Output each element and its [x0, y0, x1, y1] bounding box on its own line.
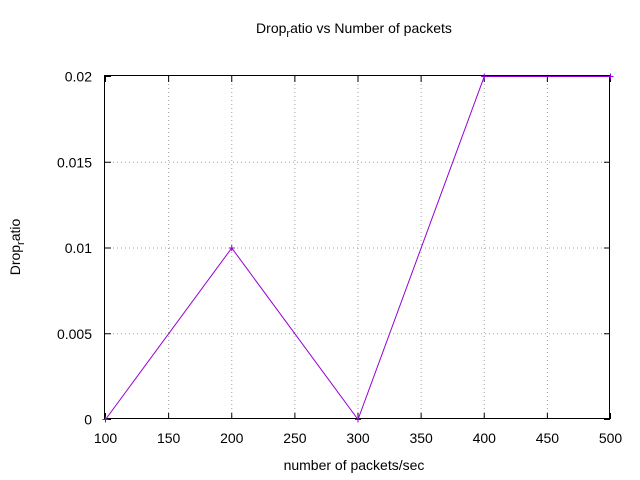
x-tick-label: 400	[473, 430, 497, 446]
x-tick-label: 350	[409, 430, 433, 446]
data-point-marker	[228, 245, 235, 251]
y-tick-label: 0.02	[65, 69, 92, 85]
y-axis-label: Dropratio	[7, 218, 27, 275]
y-tick-labels: 0 0.005 0.01 0.015 0.02	[57, 69, 92, 428]
data-point-marker	[481, 73, 488, 80]
y-tick-label: 0.005	[57, 326, 92, 342]
x-tick-label: 150	[157, 430, 181, 446]
x-tick-label: 100	[94, 430, 118, 446]
chart-title-main: Drop	[256, 20, 287, 36]
y-axis-label-main: Drop	[7, 245, 23, 276]
chart-title: Dropratio vs Number of packets	[256, 20, 452, 40]
x-tick-labels: 100 150 200 250 300 350 400 450 500	[94, 430, 623, 446]
x-axis-label: number of packets/sec	[284, 457, 425, 473]
chart-title-rest: atio vs Number of packets	[290, 20, 452, 36]
x-tick-label: 500	[599, 430, 623, 446]
data-point-marker	[355, 416, 361, 423]
plot-frame	[104, 75, 610, 419]
y-tick-label: 0.015	[57, 154, 92, 170]
series-layer	[102, 73, 614, 423]
data-point-marker	[102, 416, 109, 423]
x-tick-label: 200	[220, 430, 244, 446]
y-tick-label: 0.01	[65, 240, 92, 256]
grid-layer	[105, 76, 610, 419]
data-point-marker	[607, 73, 614, 80]
x-tick-label: 300	[346, 430, 370, 446]
y-axis-label-rest: atio	[7, 218, 23, 241]
x-tick-label: 450	[536, 430, 560, 446]
y-tick-label: 0	[84, 412, 92, 428]
x-tick-label: 250	[283, 430, 307, 446]
y-axis-label-subscript: r	[15, 241, 27, 245]
chart-title-subscript: r	[286, 28, 290, 40]
